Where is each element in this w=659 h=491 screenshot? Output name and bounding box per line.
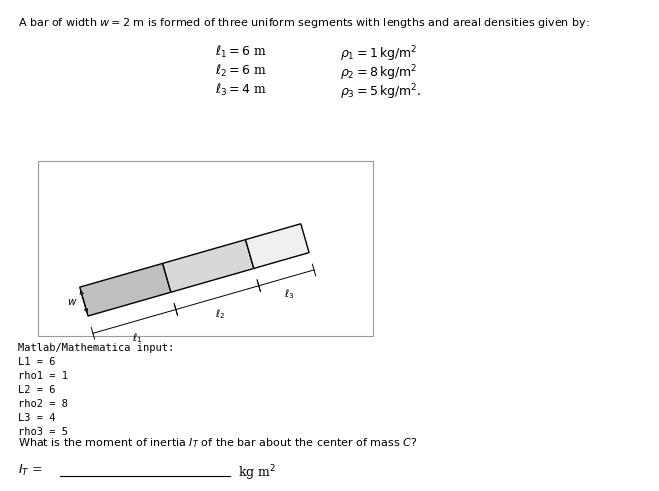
Text: $\ell_2$: $\ell_2$ (215, 307, 225, 321)
Text: L2 = 6: L2 = 6 (18, 385, 55, 395)
Text: $w$: $w$ (67, 297, 77, 306)
Text: What is the moment of inertia $I_T$ of the bar about the center of mass $C$?: What is the moment of inertia $I_T$ of t… (18, 436, 418, 450)
Polygon shape (246, 224, 309, 269)
Polygon shape (80, 263, 171, 316)
Text: kg m$^2$: kg m$^2$ (238, 463, 276, 483)
Text: A bar of width $w = 2$ m is formed of three uniform segments with lengths and ar: A bar of width $w = 2$ m is formed of th… (18, 16, 590, 30)
Polygon shape (163, 240, 254, 292)
Bar (38, 161, 373, 336)
Text: $\ell_3$: $\ell_3$ (284, 287, 295, 301)
Text: rho1 = 1: rho1 = 1 (18, 371, 68, 381)
Text: rho2 = 8: rho2 = 8 (18, 399, 68, 409)
Text: rho3 = 5: rho3 = 5 (18, 427, 68, 437)
Text: $\ell_3 = 4$ m: $\ell_3 = 4$ m (215, 82, 267, 98)
Text: $\rho_1 = 1\,\mathrm{kg/m}^2$: $\rho_1 = 1\,\mathrm{kg/m}^2$ (340, 44, 417, 64)
Text: $I_T$ =: $I_T$ = (18, 463, 43, 478)
Text: $\ell_1 = 6$ m: $\ell_1 = 6$ m (215, 44, 267, 60)
Text: $\ell_2 = 6$ m: $\ell_2 = 6$ m (215, 63, 267, 79)
Text: L3 = 4: L3 = 4 (18, 413, 55, 423)
Text: L1 = 6: L1 = 6 (18, 357, 55, 367)
Text: $\rho_2 = 8\,\mathrm{kg/m}^2$: $\rho_2 = 8\,\mathrm{kg/m}^2$ (340, 63, 417, 82)
Text: $\rho_3 = 5\,\mathrm{kg/m}^2$.: $\rho_3 = 5\,\mathrm{kg/m}^2$. (340, 82, 422, 102)
Text: Matlab/Mathematica input:: Matlab/Mathematica input: (18, 343, 174, 353)
Text: $\ell_1$: $\ell_1$ (132, 331, 142, 345)
